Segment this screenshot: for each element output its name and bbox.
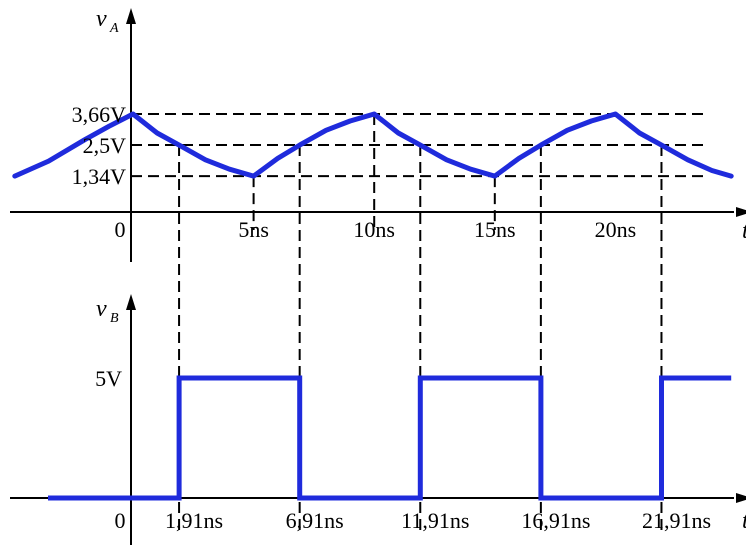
- xtick-b-5: 21,91ns: [642, 508, 711, 533]
- curve-vb: [48, 375, 732, 501]
- y-axis-a-subscript: A: [109, 21, 119, 36]
- y-axis-a-arrow: [126, 8, 136, 24]
- curves: [12, 111, 734, 501]
- xtick-a-4: 20ns: [595, 217, 637, 242]
- ytick-a-0: 3,66V: [72, 102, 127, 127]
- xtick-b-1: 1,91ns: [165, 508, 223, 533]
- x-axis-a-label: t: [742, 218, 746, 244]
- labels: vA3,66V2,5V1,34V05ns10ns15ns20nstvB5V01,…: [72, 6, 746, 534]
- x-axis-b-arrow: [736, 493, 746, 503]
- curve-va: [12, 111, 734, 179]
- ytick-a-2: 1,34V: [72, 164, 127, 189]
- ytick-a-1: 2,5V: [83, 133, 127, 158]
- xtick-a-2: 10ns: [353, 217, 395, 242]
- y-axis-b-subscript: B: [110, 311, 119, 326]
- xtick-b-2: 6,91ns: [286, 508, 344, 533]
- xtick-b-3: 11,91ns: [401, 508, 469, 533]
- x-axis-a-arrow: [736, 207, 746, 217]
- xtick-a-1: 5ns: [238, 217, 269, 242]
- x-axis-b-label: t: [742, 508, 746, 534]
- xtick-b-4: 16,91ns: [521, 508, 590, 533]
- xtick-a-3: 15ns: [474, 217, 516, 242]
- xtick-a-0: 0: [115, 217, 126, 242]
- axes: [10, 8, 746, 545]
- xtick-b-0: 0: [115, 508, 126, 533]
- dashed-guides: [131, 113, 704, 536]
- y-axis-b-label: v: [96, 296, 107, 322]
- ytick-b-0: 5V: [95, 366, 122, 391]
- y-axis-b-arrow: [126, 294, 136, 310]
- y-axis-a-label: v: [96, 6, 107, 32]
